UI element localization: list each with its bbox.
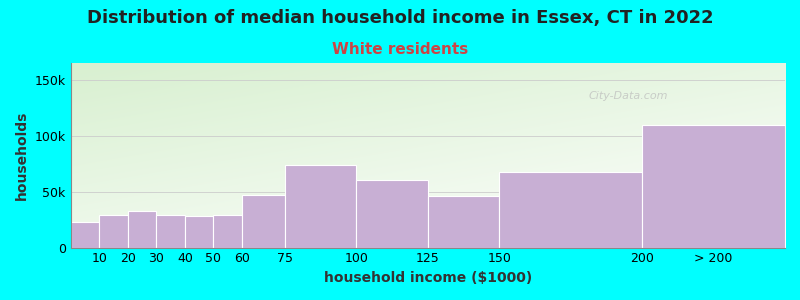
Bar bbox=[356, 181, 428, 248]
Text: City-Data.com: City-Data.com bbox=[588, 91, 667, 101]
Y-axis label: households: households bbox=[15, 111, 29, 200]
Text: Distribution of median household income in Essex, CT in 2022: Distribution of median household income … bbox=[86, 9, 714, 27]
Bar bbox=[128, 211, 156, 248]
Bar bbox=[242, 195, 285, 247]
Bar bbox=[214, 215, 242, 248]
Bar bbox=[428, 196, 499, 248]
X-axis label: household income ($1000): household income ($1000) bbox=[324, 271, 532, 285]
Bar bbox=[70, 222, 99, 248]
Bar bbox=[99, 215, 128, 248]
Bar bbox=[285, 165, 356, 248]
Text: White residents: White residents bbox=[332, 42, 468, 57]
Bar bbox=[156, 215, 185, 248]
Bar bbox=[185, 216, 214, 247]
Bar bbox=[642, 124, 785, 248]
Bar bbox=[499, 172, 642, 248]
